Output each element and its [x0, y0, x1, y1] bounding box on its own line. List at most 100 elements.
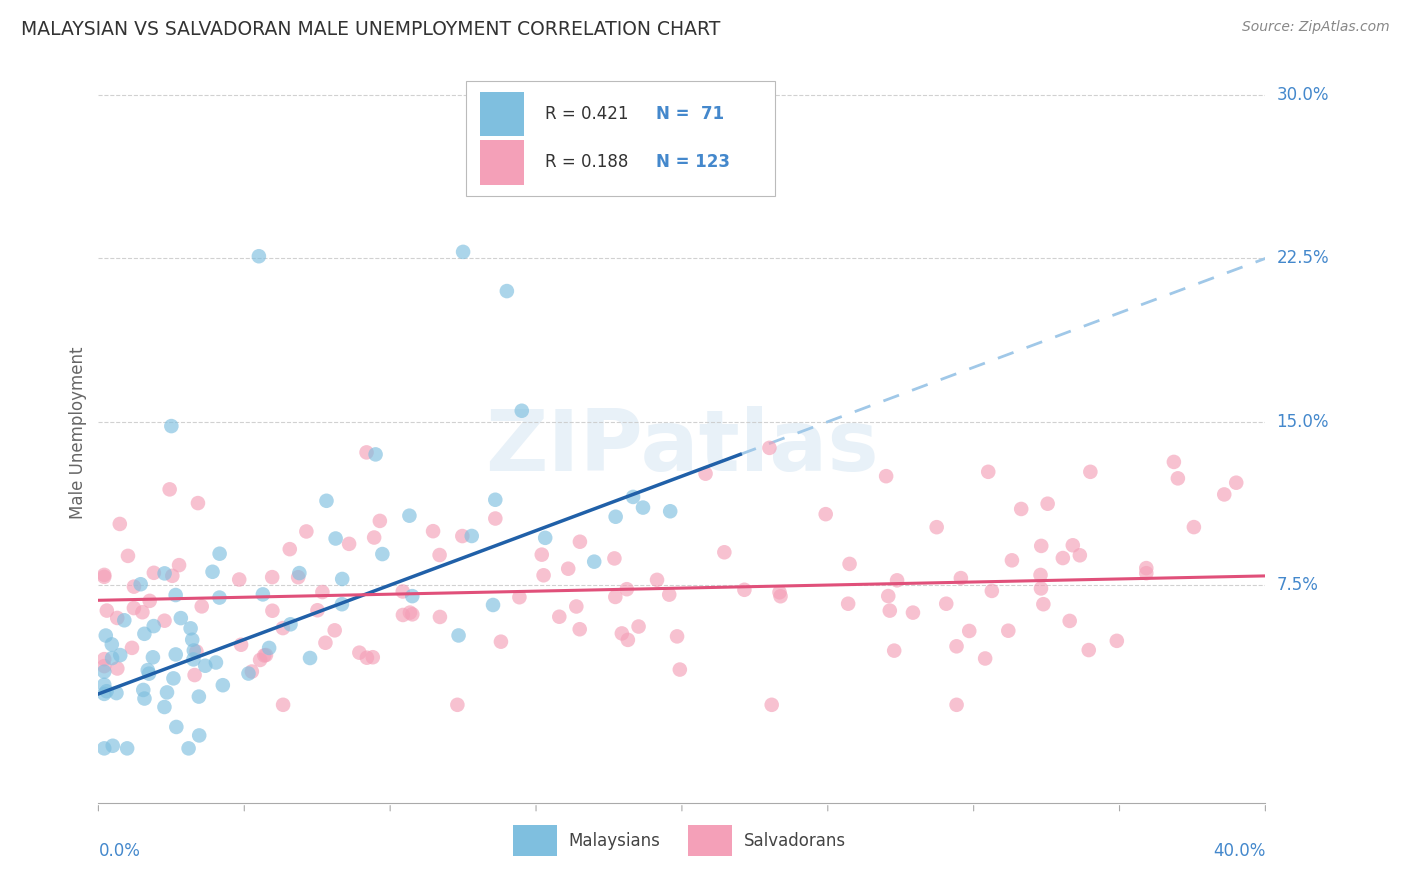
Point [249, 653, 271, 667]
Point [1182, 520, 1205, 534]
Point [484, 492, 506, 507]
Point [1163, 455, 1185, 469]
Text: 40.0%: 40.0% [1213, 842, 1265, 860]
Point [401, 607, 423, 622]
Point [1069, 549, 1091, 563]
Point [583, 555, 606, 569]
Point [160, 419, 183, 434]
Point [713, 545, 735, 559]
Point [183, 668, 205, 682]
Point [901, 606, 924, 620]
Point [122, 580, 145, 594]
Point [422, 524, 444, 538]
Point [323, 624, 346, 638]
Point [997, 624, 1019, 638]
Point [138, 594, 160, 608]
Point [733, 582, 755, 597]
Point [262, 604, 284, 618]
Point [761, 698, 783, 712]
Point [132, 682, 155, 697]
Point [181, 632, 204, 647]
Point [208, 591, 231, 605]
Point [461, 529, 484, 543]
Point [879, 604, 901, 618]
Point [925, 520, 948, 534]
Point [165, 588, 187, 602]
Point [1135, 566, 1157, 581]
Point [568, 534, 591, 549]
Point [1062, 538, 1084, 552]
Point [886, 574, 908, 588]
Point [101, 739, 124, 753]
Point [254, 648, 277, 662]
Point [170, 611, 193, 625]
Point [1105, 633, 1128, 648]
Point [211, 678, 233, 692]
Point [101, 651, 124, 665]
Point [240, 665, 263, 679]
Point [262, 570, 284, 584]
Point [769, 589, 792, 603]
Point [112, 613, 135, 627]
Point [1213, 487, 1236, 501]
Point [401, 589, 423, 603]
Point [131, 605, 153, 619]
Point [201, 565, 224, 579]
Point [93, 678, 115, 692]
Point [298, 651, 321, 665]
Point [194, 658, 217, 673]
Point [187, 690, 209, 704]
Point [93, 567, 115, 582]
Point [153, 700, 176, 714]
Text: 15.0%: 15.0% [1277, 413, 1329, 431]
Point [1031, 539, 1053, 553]
Point [945, 640, 967, 654]
Point [935, 597, 957, 611]
Text: R = 0.421: R = 0.421 [546, 105, 628, 123]
Point [205, 656, 228, 670]
Point [451, 529, 474, 543]
Point [838, 557, 860, 571]
Point [271, 698, 294, 712]
Point [447, 628, 470, 642]
Point [496, 284, 519, 298]
Point [156, 685, 179, 699]
Point [610, 626, 633, 640]
Point [645, 573, 668, 587]
Point [1052, 551, 1074, 566]
Point [603, 551, 626, 566]
Point [287, 570, 309, 584]
Point [695, 467, 717, 481]
Point [134, 691, 156, 706]
Point [605, 509, 627, 524]
Point [330, 597, 353, 611]
FancyBboxPatch shape [688, 825, 733, 856]
Point [508, 591, 530, 605]
Point [330, 572, 353, 586]
Point [311, 585, 333, 599]
Point [183, 643, 205, 657]
Point [167, 558, 190, 573]
Point [122, 601, 145, 615]
Point [271, 621, 294, 635]
Text: ZIPatlas: ZIPatlas [485, 406, 879, 489]
Point [121, 640, 143, 655]
Point [105, 661, 128, 675]
Point [1029, 582, 1052, 596]
Point [349, 646, 371, 660]
Point [482, 598, 505, 612]
Point [1029, 568, 1052, 582]
Point [548, 609, 571, 624]
Point [177, 741, 200, 756]
Point [229, 638, 252, 652]
Point [238, 666, 260, 681]
Text: 30.0%: 30.0% [1277, 87, 1329, 104]
Point [337, 537, 360, 551]
Point [280, 617, 302, 632]
Point [136, 663, 159, 677]
Point [314, 636, 336, 650]
Point [446, 698, 468, 712]
Point [142, 566, 165, 580]
Point [658, 588, 681, 602]
Point [361, 650, 384, 665]
